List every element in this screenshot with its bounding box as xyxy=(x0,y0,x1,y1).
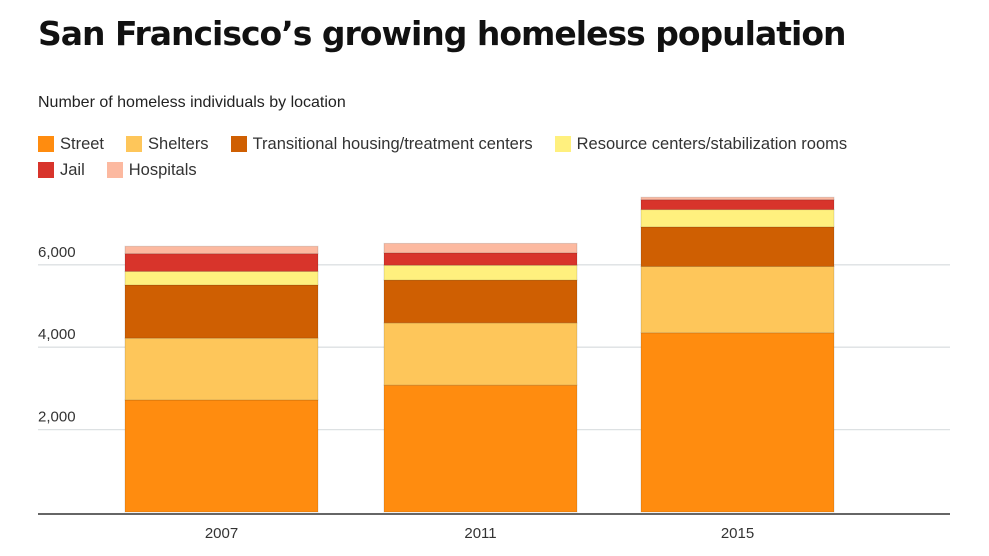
bar-segment-hospitals-2007 xyxy=(124,245,319,255)
x-tick-label: 2011 xyxy=(464,525,496,542)
y-tick-label: 4,000 xyxy=(38,326,76,343)
y-tick-label: 2,000 xyxy=(38,409,76,426)
legend-swatch xyxy=(38,136,54,152)
legend-label: Transitional housing/treatment centers xyxy=(252,134,533,153)
legend-swatch xyxy=(230,136,247,152)
legend-swatch xyxy=(38,162,54,178)
bar-segment-street-2011 xyxy=(383,384,578,513)
legend: Street Shelters Transitional housing/tre… xyxy=(38,131,938,183)
bar-segment-transitional-housing-treatment-centers-2007 xyxy=(124,284,319,339)
bar-segment-hospitals-2011 xyxy=(383,242,578,254)
x-tick-label: 2007 xyxy=(205,525,238,542)
bar-segment-hospitals-2015 xyxy=(640,196,835,201)
legend-swatch xyxy=(554,136,571,152)
bar-segment-jail-2015 xyxy=(640,199,835,211)
legend-row: Jail Hospitals xyxy=(38,157,938,183)
bar-segment-resource-centers-stabilization-rooms-2011 xyxy=(383,264,578,281)
bar-segment-shelters-2007 xyxy=(124,337,319,401)
legend-item-resource-centers: Resource centers/stabilization rooms xyxy=(554,134,848,154)
legend-label: Jail xyxy=(60,160,85,179)
bar-segment-shelters-2015 xyxy=(640,265,835,334)
legend-item-jail: Jail xyxy=(38,161,85,180)
x-tick-label: 2015 xyxy=(721,525,754,542)
legend-label: Street xyxy=(60,134,105,153)
bar-segment-street-2007 xyxy=(124,399,319,513)
bar-segment-shelters-2011 xyxy=(383,322,578,386)
legend-swatch xyxy=(106,162,123,178)
bar-segment-resource-centers-stabilization-rooms-2015 xyxy=(640,209,835,228)
legend-item-street: Street xyxy=(38,135,104,154)
legend-item-hospitals: Hospitals xyxy=(106,160,197,180)
chart-subtitle: Number of homeless individuals by locati… xyxy=(38,94,346,111)
bar-segment-street-2015 xyxy=(640,332,835,513)
legend-label: Resource centers/stabilization rooms xyxy=(576,134,848,153)
bar-segment-jail-2011 xyxy=(383,252,578,266)
legend-swatch xyxy=(126,136,143,152)
chart-title: San Francisco’s growing homeless populat… xyxy=(38,14,847,53)
legend-item-transitional: Transitional housing/treatment centers xyxy=(230,134,533,154)
y-tick-label: 6,000 xyxy=(38,244,76,261)
bar-segment-jail-2007 xyxy=(124,253,319,272)
bar-segment-resource-centers-stabilization-rooms-2007 xyxy=(124,270,319,286)
bar-segment-transitional-housing-treatment-centers-2015 xyxy=(640,226,835,267)
legend-item-shelters: Shelters xyxy=(126,135,209,154)
bar-segment-transitional-housing-treatment-centers-2011 xyxy=(383,279,578,324)
legend-label: Shelters xyxy=(148,134,209,153)
legend-label: Hospitals xyxy=(128,160,197,179)
legend-row: Street Shelters Transitional housing/tre… xyxy=(38,131,938,157)
